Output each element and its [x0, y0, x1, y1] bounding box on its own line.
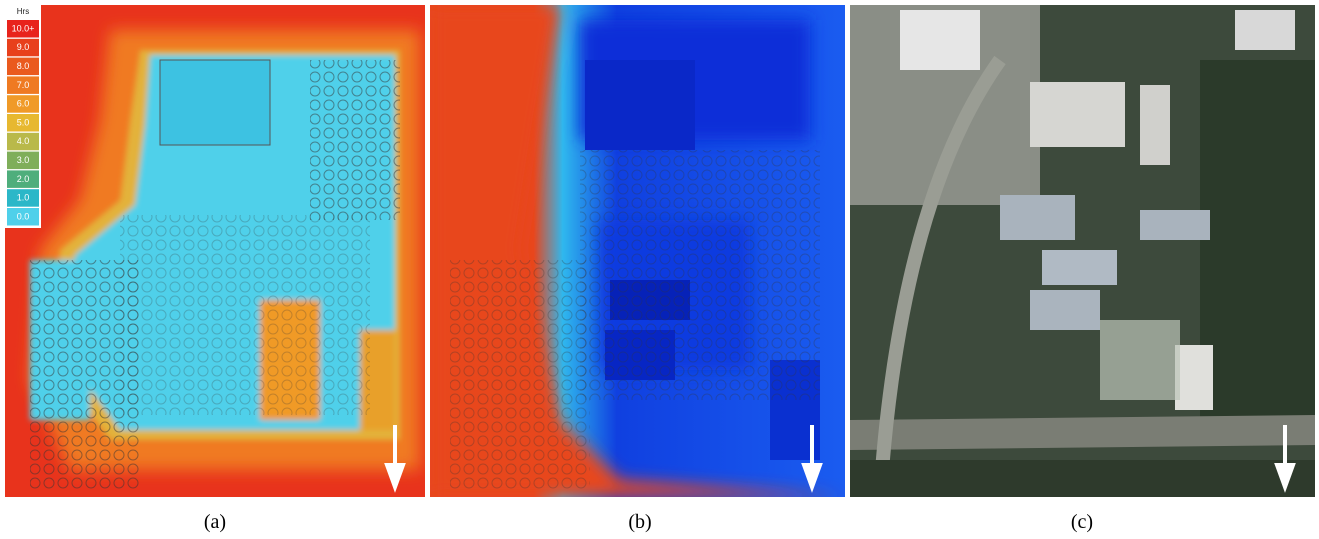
legend: Hrs 10.0+ 9.0 8.0 7.0 6.0 5.0 4.0 3.0 2.0 1.0 0.0	[5, 5, 41, 228]
caption: (b)	[628, 511, 651, 533]
legend-label: 3.0	[17, 155, 30, 165]
legend-label: 4.0	[17, 136, 30, 146]
caption: (a)	[204, 511, 226, 533]
legend-label: 8.0	[17, 61, 30, 71]
legend-label: 9.0	[17, 42, 30, 52]
heatmap-a	[5, 5, 425, 497]
legend-label: 10.0+	[12, 23, 35, 33]
legend-title: Hrs	[17, 7, 29, 16]
caption: (c)	[1071, 511, 1093, 533]
heatmap-b	[430, 5, 845, 497]
legend-label: 7.0	[17, 80, 30, 90]
legend-label: 6.0	[17, 99, 30, 109]
legend-label: 0.0	[17, 211, 30, 221]
figure: Hrs 10.0+ 9.0 8.0 7.0 6.0 5.0 4.0 3.0 2.0 1.0 0.0	[0, 0, 1319, 539]
aerial-c	[850, 5, 1315, 497]
legend-label: 2.0	[17, 174, 30, 184]
legend-label: 5.0	[17, 117, 30, 127]
legend-label: 1.0	[17, 193, 30, 203]
